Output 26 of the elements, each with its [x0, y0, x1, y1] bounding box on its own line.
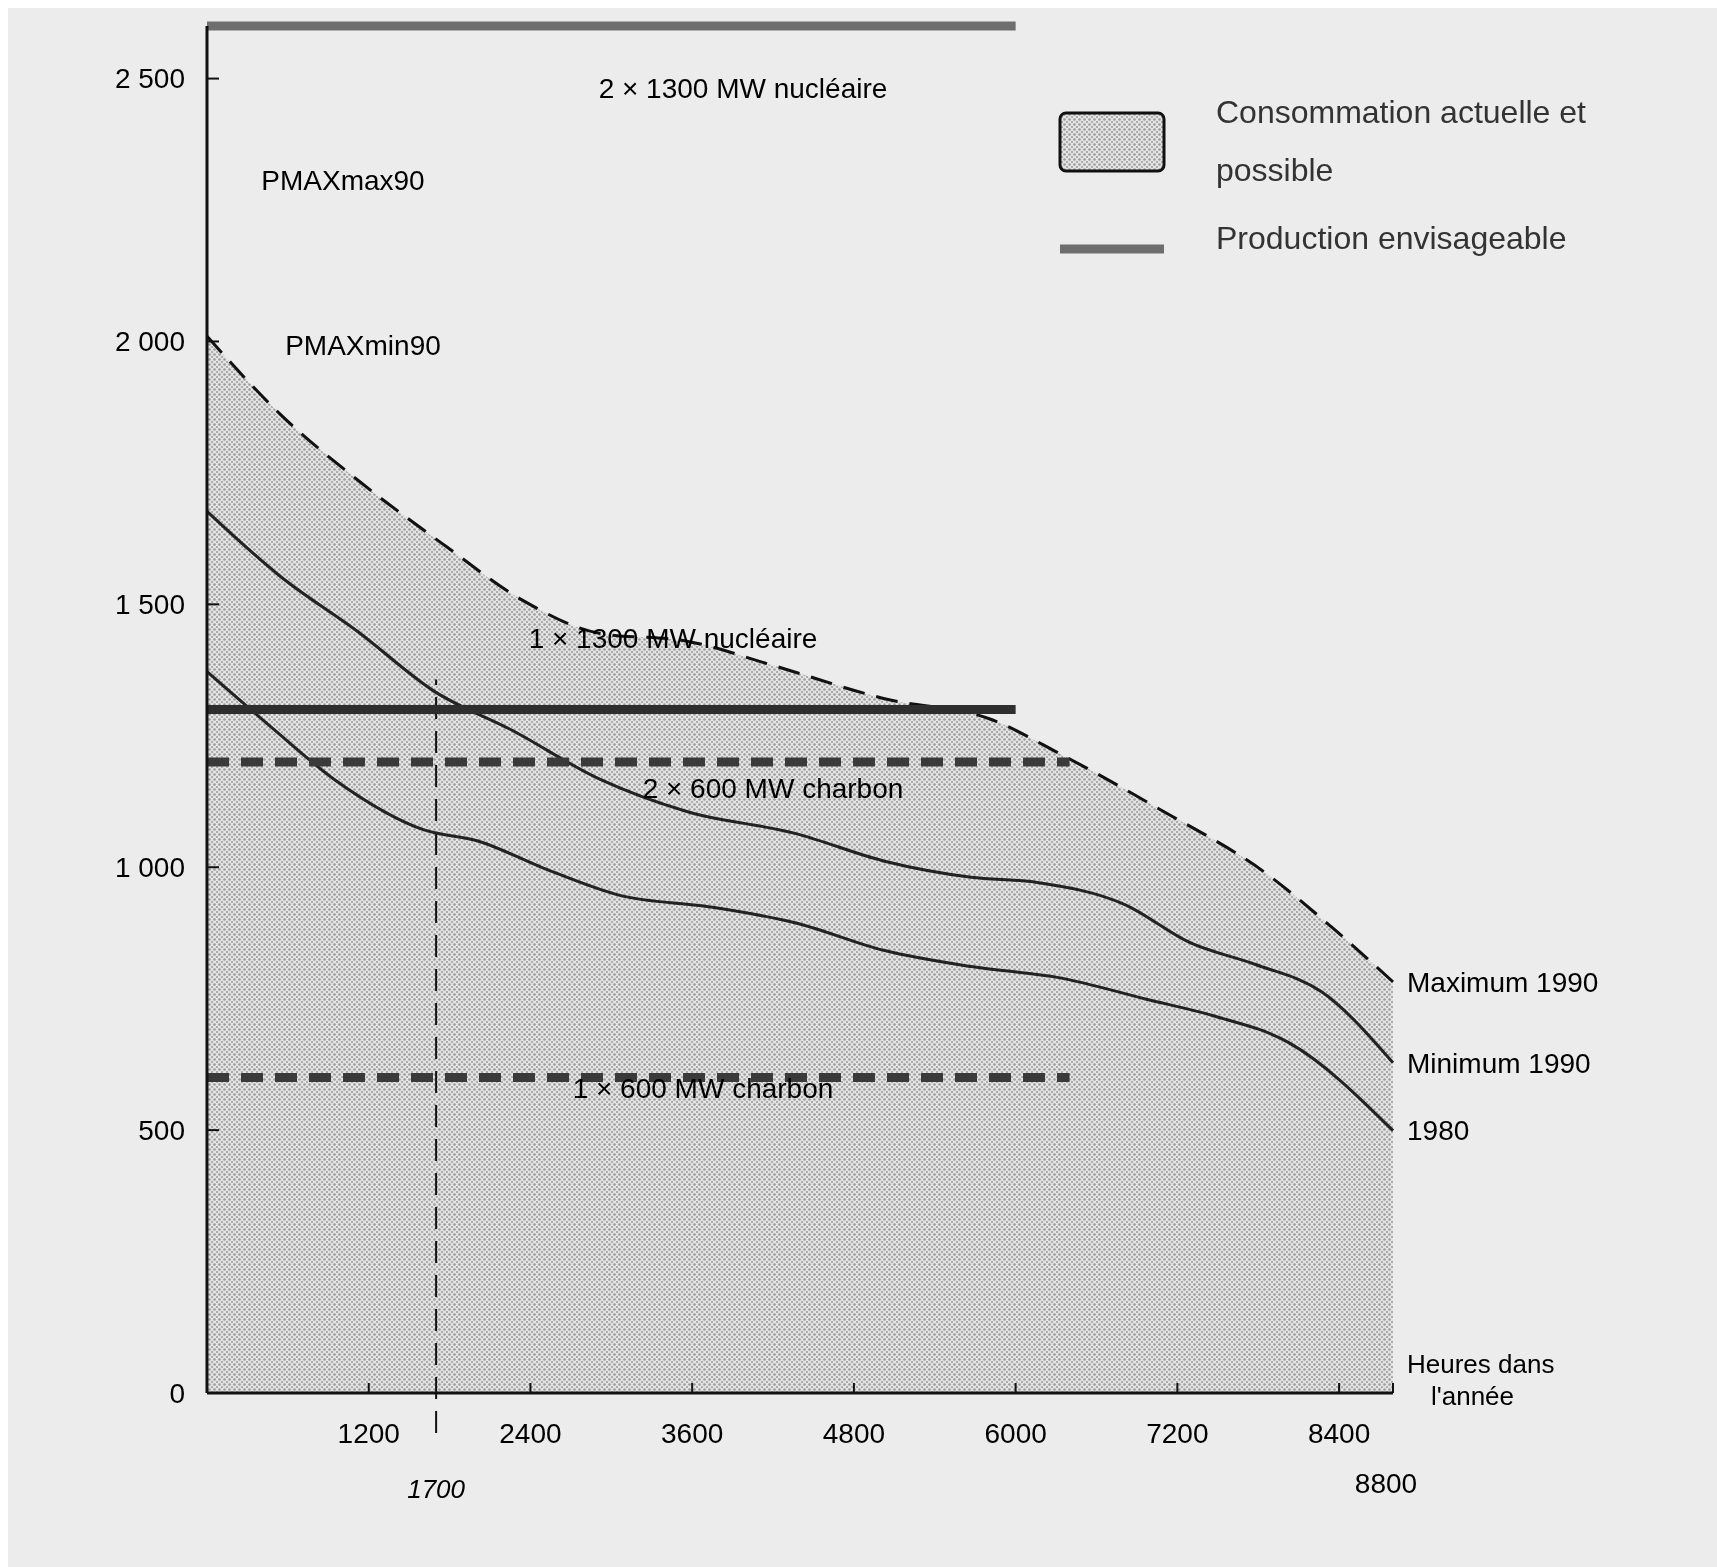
annotation: Maximum 1990	[1407, 966, 1599, 998]
annotation: 1 × 600 MW charbon	[572, 1072, 834, 1104]
annotation: 2 × 600 MW charbon	[642, 772, 904, 804]
x-axis-title: Heures dans l'année	[1407, 1349, 1555, 1411]
x-tick-label: 8400	[1307, 1418, 1371, 1449]
ref-line-label: 1700	[407, 1474, 466, 1504]
annotation: PMAXmax90	[261, 164, 425, 196]
x-tick-label: 6000	[984, 1418, 1047, 1449]
y-tick-label: 2 000	[114, 326, 185, 358]
x-tick-label: 1200	[337, 1418, 400, 1449]
x-tick-label: 4800	[822, 1418, 886, 1449]
legend-label: Production envisageable	[1216, 220, 1567, 256]
series-label: Minimum 1990	[1407, 1047, 1591, 1079]
y-tick-label: 1 500	[114, 589, 185, 621]
y-tick-label: 0	[169, 1377, 185, 1409]
series-label: 1980	[1407, 1115, 1470, 1147]
y-tick-label: 500	[138, 1114, 185, 1146]
x-tick-label: 3600	[661, 1418, 724, 1449]
legend-label: Consommation actuelle et possible	[1216, 94, 1587, 188]
text: 8800	[1354, 1467, 1418, 1499]
y-tick-label: 1 000	[114, 852, 185, 884]
x-tick-label: 2400	[499, 1418, 562, 1449]
annotation: 2 × 1300 MW nucléaire	[598, 72, 888, 104]
x-tick-label: 7200	[1146, 1418, 1209, 1449]
y-tick-label: 2 500	[114, 63, 185, 95]
annotation: PMAXmin90	[285, 329, 441, 361]
